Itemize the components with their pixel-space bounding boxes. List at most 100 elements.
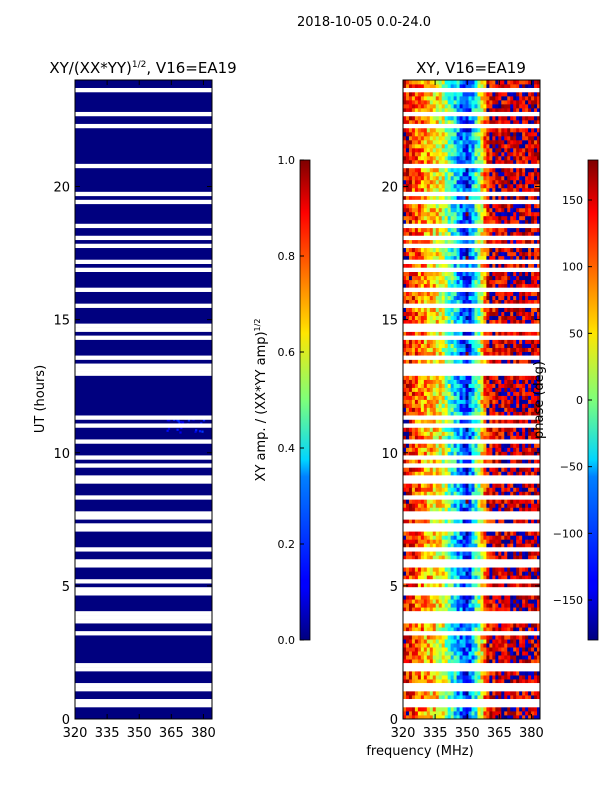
phase-cell <box>522 411 526 416</box>
phase-cell <box>471 499 475 504</box>
phase-cell <box>489 351 493 356</box>
phase-cell <box>528 159 532 165</box>
phase-cell <box>462 315 466 321</box>
phase-cell <box>489 295 493 301</box>
phase-cell <box>483 203 487 209</box>
phase-cell <box>528 391 532 396</box>
phase-cell <box>411 531 416 536</box>
phase-cell <box>462 467 466 472</box>
phase-cell <box>465 219 469 225</box>
phase-cell <box>504 711 508 716</box>
phase-cell <box>429 519 434 524</box>
phase-cell <box>525 555 529 560</box>
phase-cell <box>462 263 466 269</box>
phase-cell <box>486 119 490 125</box>
phase-cell <box>435 467 440 472</box>
phase-cell <box>414 715 419 720</box>
phase-cell <box>528 643 532 648</box>
phase-cell <box>477 543 481 548</box>
phase-cell <box>438 263 443 269</box>
phase-cell <box>531 315 535 321</box>
phase-cell <box>450 131 455 137</box>
phase-cell <box>522 503 526 508</box>
phase-cell <box>528 531 532 536</box>
phase-cell <box>489 339 493 344</box>
phase-cell <box>522 127 526 133</box>
phase-cell <box>438 491 443 496</box>
phase-cell <box>498 471 502 476</box>
phase-cell <box>447 131 452 137</box>
phase-cell <box>513 395 517 400</box>
phase-cell <box>465 359 469 364</box>
phase-cell <box>444 431 449 436</box>
phase-cell <box>447 459 452 464</box>
phase-cell <box>495 239 499 245</box>
phase-cell <box>414 247 419 253</box>
phase-cell <box>447 395 452 400</box>
phase-cell <box>429 499 434 504</box>
phase-cell <box>438 711 443 716</box>
phase-cell <box>459 711 463 716</box>
phase-cell <box>495 583 499 588</box>
phase-cell <box>417 407 422 412</box>
phase-cell <box>480 459 484 464</box>
phase-cell <box>489 651 493 656</box>
phase-cell <box>438 255 443 261</box>
phase-cell <box>468 671 472 676</box>
phase-cell <box>498 459 502 464</box>
phase-cell <box>459 275 463 281</box>
phase-cell <box>534 159 538 165</box>
phase-cell <box>438 447 443 452</box>
phase-cell <box>432 555 437 560</box>
phase-cell <box>438 231 443 237</box>
phase-cell <box>525 647 529 652</box>
phase-cell <box>414 283 419 289</box>
phase-cell <box>534 379 538 384</box>
phase-cell <box>486 607 490 612</box>
phase-cell <box>534 147 538 153</box>
phase-cell <box>420 403 425 408</box>
phase-cell <box>525 651 529 656</box>
phase-cell <box>474 471 478 476</box>
phase-cell <box>459 315 463 321</box>
phase-cell <box>459 263 463 269</box>
phase-cell <box>405 179 410 185</box>
phase-cell <box>498 131 502 137</box>
phase-cell <box>453 459 458 464</box>
phase-cell <box>435 215 440 221</box>
x-tick-label: 350 <box>127 726 152 741</box>
phase-cell <box>504 167 508 173</box>
phase-cell <box>408 571 413 576</box>
phase-cell <box>435 447 440 452</box>
phase-cell <box>432 127 437 133</box>
phase-cell <box>477 539 481 544</box>
phase-cell <box>444 175 449 181</box>
phase-cell <box>537 187 541 193</box>
phase-cell <box>411 271 416 277</box>
phase-cell <box>411 119 416 125</box>
phase-cell <box>537 411 541 416</box>
phase-cell <box>432 623 437 628</box>
phase-cell <box>417 443 422 448</box>
phase-cell <box>486 599 490 604</box>
phase-cell <box>522 211 526 217</box>
phase-cell <box>534 595 538 600</box>
phase-cell <box>426 707 431 712</box>
phase-cell <box>411 115 416 121</box>
phase-cell <box>507 155 511 161</box>
phase-cell <box>429 319 434 325</box>
phase-cell <box>423 307 428 313</box>
phase-cell <box>462 143 466 149</box>
phase-cell <box>492 427 496 432</box>
phase-cell <box>501 135 505 141</box>
phase-cell <box>459 407 463 412</box>
phase-cell <box>408 487 413 492</box>
phase-cell <box>522 375 526 380</box>
phase-cell <box>453 387 458 392</box>
phase-cell <box>531 279 535 285</box>
phase-cell <box>444 499 449 504</box>
phase-cell <box>504 635 508 640</box>
phase-cell <box>492 707 496 712</box>
phase-cell <box>405 107 410 113</box>
phase-cell <box>525 427 529 432</box>
